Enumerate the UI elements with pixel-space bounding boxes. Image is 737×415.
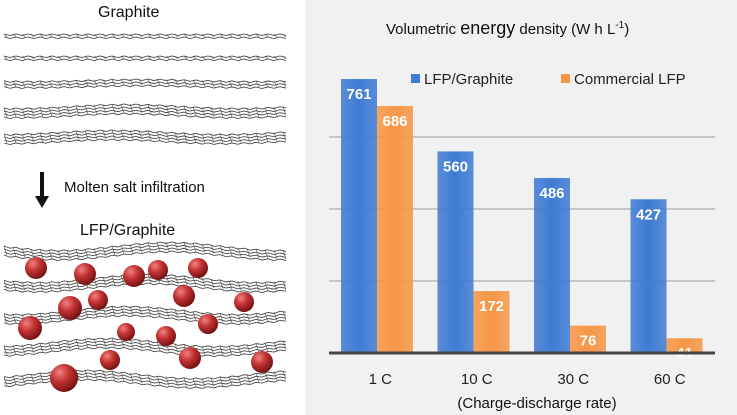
graphite-stack-illustration	[3, 33, 287, 145]
data-label: 76	[580, 333, 597, 350]
data-label: 560	[443, 158, 468, 175]
chart-title-sup: -1	[615, 20, 625, 31]
lfp-graphite-label: LFP/Graphite	[80, 222, 176, 239]
lfp-particle	[123, 265, 145, 287]
chart-title-post: density (W h L	[515, 21, 616, 38]
legend-label: LFP/Graphite	[424, 71, 513, 88]
graphene-layer	[3, 273, 287, 293]
graphene-layer	[3, 337, 287, 357]
data-label: 686	[382, 113, 407, 130]
lfp-particle	[234, 292, 254, 312]
lfp-particle	[74, 263, 96, 285]
x-axis-label: (Charge-discharge rate)	[457, 395, 616, 412]
lfp-particle	[50, 364, 78, 392]
lfp-particle	[117, 323, 135, 341]
lfp-particle	[25, 257, 47, 279]
graphene-layer	[3, 369, 287, 389]
lfp-particle	[173, 285, 195, 307]
graphene-layer	[3, 241, 287, 261]
bar-commercial-lfp-10c	[473, 291, 510, 353]
bar-commercial-lfp-1c	[377, 106, 413, 353]
molten-salt-infiltration-label: Molten salt infiltration	[64, 179, 205, 196]
bar-commercial-lfp-60c	[666, 338, 703, 353]
chart-title-end: )	[624, 21, 630, 38]
lfp-particle	[88, 290, 108, 310]
lfp-particle	[179, 347, 201, 369]
chart-title-bold: energy	[460, 18, 516, 38]
lfp-particle	[58, 296, 82, 320]
bar-lfp-graphite-30c	[534, 178, 570, 353]
data-label: 761	[346, 86, 371, 103]
bar-lfp-graphite-10c	[437, 151, 474, 353]
graphene-layer	[3, 103, 287, 119]
lfp-particle	[148, 260, 168, 280]
x-tick-label: 30 C	[557, 371, 589, 388]
data-label: 172	[479, 298, 504, 315]
graphene-layer	[3, 129, 287, 145]
lfp-particle	[251, 351, 273, 373]
graphene-layer	[3, 55, 287, 61]
graphene-layer	[3, 78, 287, 89]
x-tick-label: 60 C	[654, 371, 686, 388]
bar-lfp-graphite-60c	[630, 199, 667, 353]
legend-swatch	[411, 74, 420, 83]
lfp-particle	[100, 350, 120, 370]
bar-commercial-lfp-30c	[570, 325, 606, 353]
bar-lfp-graphite-1c	[341, 79, 377, 353]
lfp-graphite-illustration	[3, 241, 287, 392]
chart-title-pre: Volumetric	[386, 21, 461, 38]
legend-label: Commercial LFP	[574, 71, 686, 88]
x-tick-label: 1 C	[369, 371, 393, 388]
data-label: 427	[636, 206, 661, 223]
legend: LFP/Graphite Commercial LFP	[411, 71, 686, 88]
lfp-particle	[188, 258, 208, 278]
lfp-particle	[18, 316, 42, 340]
chart-title: Volumetric energy density (W h L-1)	[386, 18, 629, 39]
legend-swatch	[561, 74, 570, 83]
down-arrow-icon	[35, 172, 49, 208]
data-label: 486	[539, 185, 564, 202]
x-tick-label: 10 C	[461, 371, 493, 388]
lfp-particle	[156, 326, 176, 346]
graphite-label: Graphite	[98, 4, 160, 21]
graphene-layer	[3, 33, 287, 39]
lfp-particle	[198, 314, 218, 334]
